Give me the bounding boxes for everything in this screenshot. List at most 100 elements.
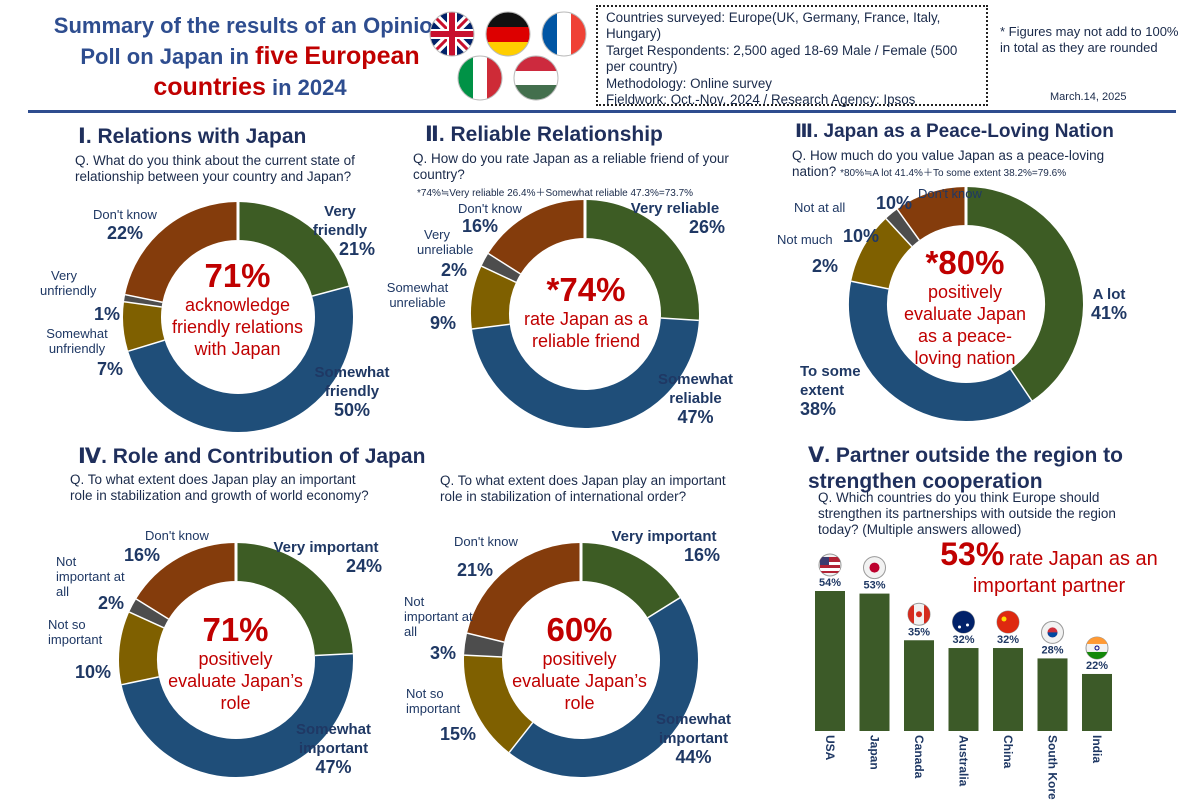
section-5-title: Ⅴ. Partner outside the region to strengt… (808, 444, 1123, 493)
donut-3-center-value: *80% (925, 244, 1005, 281)
donut-1-segment-somewhat-friendly (127, 286, 353, 432)
label-somewhat-important-b: Somewhat important 44% (655, 711, 731, 767)
donut-3-center-text: positively evaluate Japan as a peace-lov… (903, 282, 1027, 368)
title-year: in 2024 (272, 75, 347, 100)
info-methodology: Methodology: Online survey (606, 75, 772, 91)
label-very-friendly: Very friendly 21% (312, 203, 375, 259)
donut-4-segment-not-so-important (119, 611, 165, 684)
label-not-important-at-all-a: Not important at all (56, 554, 125, 599)
label-very-reliable: Very reliable 26% (630, 200, 725, 237)
value-very-unreliable: 2% (441, 260, 468, 280)
title-text: Summary of the results of an Opinion Pol… (53, 13, 447, 69)
title-highlight-countries: European countries (153, 42, 420, 101)
value-dont-know-5: 21% (457, 560, 494, 580)
donut-3-segment-don-t-know (897, 187, 967, 241)
label-dont-know-4: Don't know (145, 528, 209, 543)
italy-flag-icon (458, 56, 502, 100)
donut-2-segment-somewhat-reliable (471, 318, 699, 428)
label-not-important-at-all-b: Not important at all (404, 594, 473, 639)
section-4-question-b: Q. To what extent does Japan play an imp… (440, 473, 726, 504)
donut-1-center-value: 71% (204, 257, 271, 294)
china-flag-icon-mark (997, 611, 1019, 634)
bar-value-label: 32% (997, 634, 1019, 646)
bar-japan (859, 593, 890, 731)
donut-1-center-text: acknowledge friendly relations with Japa… (171, 295, 304, 359)
bar-australia (948, 648, 979, 731)
donut-2-center-text: rate Japan as a reliable friend (523, 309, 649, 351)
flags-group (429, 11, 587, 101)
bar-category-label: South Korea (1046, 735, 1060, 800)
donut-4-center-text: positively evaluate Japan’s role (168, 649, 303, 713)
value-dont-know-4: 16% (124, 545, 161, 565)
bar-category-label: China (1001, 735, 1015, 769)
rounding-note: * Figures may not add to 100% in total a… (1000, 24, 1179, 55)
bar-canada (904, 640, 934, 731)
section-2-title: Ⅱ. Reliable Relationship (425, 123, 663, 146)
bar-category-label: USA (823, 735, 837, 761)
label-not-much: Not much (777, 232, 833, 247)
info-countries: Countries surveyed: Europe(UK, Germany, … (606, 10, 941, 42)
info-respondents: Target Respondents: 2,500 aged 18-69 Mal… (606, 42, 958, 75)
section-3-title: Ⅲ. Japan as a Peace-Loving Nation (795, 121, 1114, 142)
australia-flag-icon-mark (952, 611, 975, 634)
donut-1-segment-somewhat-unfriendly (123, 300, 165, 351)
donut-5-center-text: positively evaluate Japan’s role (512, 649, 647, 713)
bar-value-label: 28% (1041, 644, 1063, 656)
label-very-important-a: Very important 24% (273, 539, 382, 576)
label-not-at-all: Not at all (794, 200, 846, 215)
donut-4-segment-very-important (235, 543, 353, 657)
bar-india (1082, 673, 1112, 731)
donut-5-segment-not-so-important (464, 654, 533, 752)
title-highlight: five (255, 42, 299, 70)
label-somewhat-friendly: Somewhat friendly 50% (314, 364, 390, 420)
donut-4-segment-somewhat-important (121, 654, 353, 777)
value-somewhat-unfriendly: 7% (97, 359, 124, 379)
label-dont-know-2: Don't know (458, 201, 522, 216)
bar-usa (815, 591, 845, 731)
label-somewhat-important-a: Somewhat important 47% (295, 721, 371, 777)
bar-category-label: Japan (868, 735, 882, 770)
section-5-question: Q. Which countries do you think Europe s… (818, 490, 1116, 537)
donut-5-segment-very-important (580, 543, 681, 619)
label-not-so-important-b: Not so important (406, 686, 461, 716)
germany-flag-icon (486, 12, 530, 56)
value-somewhat-unreliable: 9% (430, 313, 457, 333)
canada-flag-icon-mark (908, 605, 930, 624)
usa-flag-icon-mark (820, 557, 840, 573)
section-3-question: Q. How much do you value Japan as a peac… (792, 148, 1105, 179)
section-3-note: *80%≒A lot 41.4%＋To some extent 38.2%=79… (840, 168, 1067, 179)
value-not-at-all: 2% (812, 256, 839, 276)
value-not-important-at-all-b: 3% (430, 643, 457, 663)
label-dont-know-3: Don't know (918, 186, 982, 201)
bar-china (993, 648, 1023, 731)
label-somewhat-unreliable: Somewhat unreliable (386, 280, 449, 310)
label-dont-know-1: Don't know (93, 207, 157, 222)
value-dont-know-2: 16% (462, 216, 499, 236)
section-5-headline-text: rate Japan as an important partner (972, 548, 1158, 597)
donut-5-segment-somewhat-important (508, 598, 698, 777)
hungary-flag-icon (514, 56, 558, 100)
section-4-question-a: Q. To what extent does Japan play an imp… (70, 472, 369, 503)
bar-value-label: 32% (952, 634, 974, 646)
main-title: Summary of the results of an Opinion Pol… (50, 10, 450, 103)
donut-3-segment-a-lot (965, 187, 1083, 402)
value-not-so-important-b: 15% (440, 724, 477, 744)
donut-5-separator (507, 721, 534, 753)
header-divider (28, 110, 1176, 113)
value-not-important-at-all-a: 2% (98, 593, 125, 613)
south-korea-flag-icon-mark (1047, 627, 1058, 638)
bar-value-label: 53% (863, 580, 885, 592)
india-flag-icon-mark (1086, 636, 1108, 659)
bar-category-label: Canada (912, 735, 926, 779)
label-somewhat-unfriendly: Somewhat unfriendly (46, 326, 108, 356)
label-very-unfriendly: Very unfriendly (40, 268, 97, 298)
donut-3-segment-to-some-extent (849, 280, 1032, 421)
info-fieldwork: Fieldwork: Oct.-Nov. 2024 / Research Age… (606, 92, 916, 108)
value-very-unfriendly: 1% (94, 304, 121, 324)
donut-2-segment-somewhat-unreliable (471, 265, 517, 329)
japan-flag-icon-mark (869, 562, 880, 573)
donut-2-center: *74% rate Japan as a reliable friend (516, 272, 656, 352)
bar-south-korea (1037, 658, 1068, 731)
